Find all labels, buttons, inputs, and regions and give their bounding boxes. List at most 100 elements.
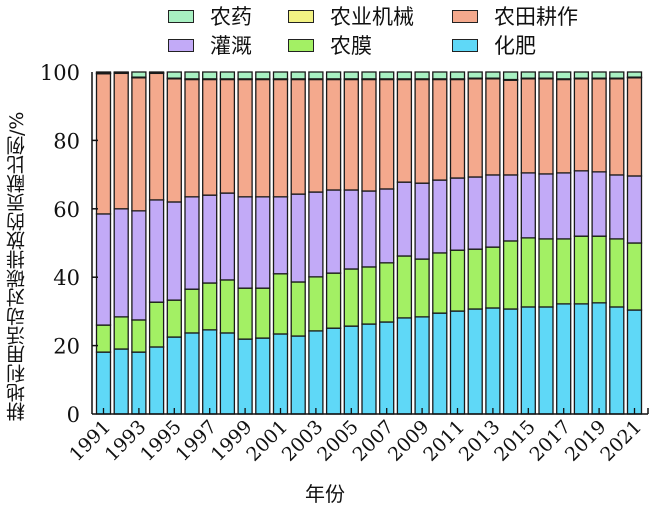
bar-segment-2010-0 bbox=[432, 312, 448, 415]
bar-segment-2017-2 bbox=[556, 172, 572, 240]
bar-segment-2009-1 bbox=[414, 258, 430, 318]
bar-segment-2002-3 bbox=[290, 78, 306, 195]
bar-segment-2000-0 bbox=[255, 337, 271, 415]
y-tick-label-80: 80 bbox=[53, 129, 80, 153]
bar-segment-2003-2 bbox=[308, 191, 324, 278]
bar-segment-1996-3 bbox=[184, 78, 200, 198]
bar-segment-2016-0 bbox=[538, 306, 554, 415]
legend-swatch-fertilizer bbox=[452, 38, 478, 52]
bar-segment-2009-0 bbox=[414, 316, 430, 415]
bar-segment-1992-2 bbox=[113, 208, 129, 318]
bar-segment-2021-3 bbox=[626, 77, 643, 177]
bar-segment-2016-2 bbox=[538, 173, 554, 240]
bar-segment-1999-5 bbox=[237, 71, 253, 80]
bar-segment-2005-1 bbox=[343, 268, 359, 327]
bar-segment-2008-0 bbox=[396, 317, 413, 415]
bar-segment-2014-5 bbox=[502, 71, 519, 81]
y-axis-label: 耕地利用活动对碳排放的贡献比例/% bbox=[6, 111, 28, 421]
bar-segment-2006-3 bbox=[361, 78, 377, 192]
bar-segment-2003-3 bbox=[308, 78, 324, 193]
y-tick-label-40: 40 bbox=[53, 266, 80, 290]
bar-segment-2010-2 bbox=[432, 179, 448, 254]
bar-segment-1999-3 bbox=[237, 78, 253, 198]
bar-segment-2020-3 bbox=[609, 78, 625, 176]
bar-segment-2007-3 bbox=[379, 78, 395, 190]
legend-swatch-film bbox=[288, 38, 314, 52]
bar-segment-2011-1 bbox=[449, 249, 466, 312]
bar-segment-1994-5 bbox=[148, 71, 165, 74]
bar-segment-2001-3 bbox=[272, 78, 289, 198]
bar-segment-1999-1 bbox=[237, 287, 253, 340]
legend-label-fertilizer: 化肥 bbox=[494, 34, 536, 58]
legend-item-pesticide: 农药 bbox=[168, 2, 252, 30]
bar-segment-2014-3 bbox=[502, 79, 519, 176]
bar-segment-2013-3 bbox=[485, 78, 501, 176]
bar-segment-1994-0 bbox=[148, 346, 165, 415]
bar-segment-2016-3 bbox=[538, 78, 554, 175]
legend-item-machinery: 农业机械 bbox=[288, 2, 414, 30]
bar-segment-2018-0 bbox=[573, 303, 590, 415]
bar-segment-1993-5 bbox=[131, 71, 147, 78]
bar-segment-1993-2 bbox=[131, 210, 147, 321]
bar-segment-1994-2 bbox=[148, 199, 165, 303]
bar-segment-1999-2 bbox=[237, 196, 253, 289]
bar-segment-2015-3 bbox=[520, 78, 536, 174]
legend-label-machinery: 农业机械 bbox=[330, 5, 414, 29]
bar-segment-2003-1 bbox=[308, 276, 324, 332]
bar-segment-2000-2 bbox=[255, 196, 271, 289]
bar-segment-2019-1 bbox=[591, 235, 607, 304]
x-axis-label: 年份 bbox=[305, 482, 345, 506]
bar-segment-1993-3 bbox=[131, 77, 147, 212]
bar-segment-2001-1 bbox=[272, 273, 289, 335]
bar-segment-1996-2 bbox=[184, 196, 200, 290]
bar-segment-1997-0 bbox=[202, 329, 218, 415]
bar-segment-2003-5 bbox=[308, 71, 324, 80]
bar-segment-2000-1 bbox=[255, 287, 271, 339]
bar-segment-2020-5 bbox=[609, 71, 625, 79]
bar-segment-2021-0 bbox=[626, 309, 643, 415]
bar-segment-2013-0 bbox=[485, 307, 501, 415]
bar-segment-1997-3 bbox=[202, 78, 218, 196]
bar-segment-2012-0 bbox=[467, 308, 483, 415]
bar-segment-2005-3 bbox=[343, 78, 359, 191]
bar-segment-2002-0 bbox=[290, 335, 306, 415]
bar-segment-2002-2 bbox=[290, 193, 306, 283]
bar-segment-2014-0 bbox=[502, 308, 519, 415]
bar-segment-2017-1 bbox=[556, 238, 572, 305]
bar-segment-1993-0 bbox=[131, 351, 147, 415]
bar-segment-2005-5 bbox=[343, 71, 359, 80]
bar-segment-2017-3 bbox=[556, 78, 572, 174]
bar-segment-2006-1 bbox=[361, 266, 377, 325]
legend-item-tillage: 农田耕作 bbox=[452, 2, 578, 30]
bar-segment-1997-5 bbox=[202, 71, 218, 80]
y-tick-label-20: 20 bbox=[53, 335, 80, 359]
bar-segment-2003-0 bbox=[308, 330, 324, 415]
x-tick-label-2021: 2021 bbox=[596, 416, 646, 466]
bar-segment-2013-1 bbox=[485, 246, 501, 309]
bar-segment-1996-5 bbox=[184, 71, 200, 80]
bar-segment-2020-0 bbox=[609, 306, 625, 415]
y-tick-label-100: 100 bbox=[40, 61, 80, 85]
bar-segment-2010-5 bbox=[432, 71, 448, 80]
bar-segment-2015-5 bbox=[520, 71, 536, 79]
bar-segment-2019-5 bbox=[591, 71, 607, 79]
bar-segment-2015-2 bbox=[520, 172, 536, 239]
bar-segment-2005-2 bbox=[343, 189, 359, 270]
bar-segment-2014-2 bbox=[502, 174, 519, 242]
bar-segment-2015-1 bbox=[520, 237, 536, 308]
bar-segment-2006-0 bbox=[361, 323, 377, 415]
legend-swatch-pesticide bbox=[168, 9, 194, 23]
bar-segment-1992-1 bbox=[113, 316, 129, 350]
bar-segment-1998-1 bbox=[219, 279, 236, 334]
bar-segment-1993-1 bbox=[131, 319, 147, 353]
bar-segment-1996-0 bbox=[184, 332, 200, 415]
bar-segment-1997-1 bbox=[202, 282, 218, 331]
bar-segment-2018-5 bbox=[573, 71, 590, 79]
bar-segment-1991-2 bbox=[95, 213, 112, 326]
legend-swatch-irrigation bbox=[168, 38, 194, 52]
bar-segment-2010-1 bbox=[432, 252, 448, 314]
bar-segment-1991-5 bbox=[95, 71, 112, 74]
bar-segment-2008-2 bbox=[396, 181, 413, 257]
bar-segment-2016-5 bbox=[538, 71, 554, 79]
bar-segment-1995-2 bbox=[166, 201, 182, 301]
